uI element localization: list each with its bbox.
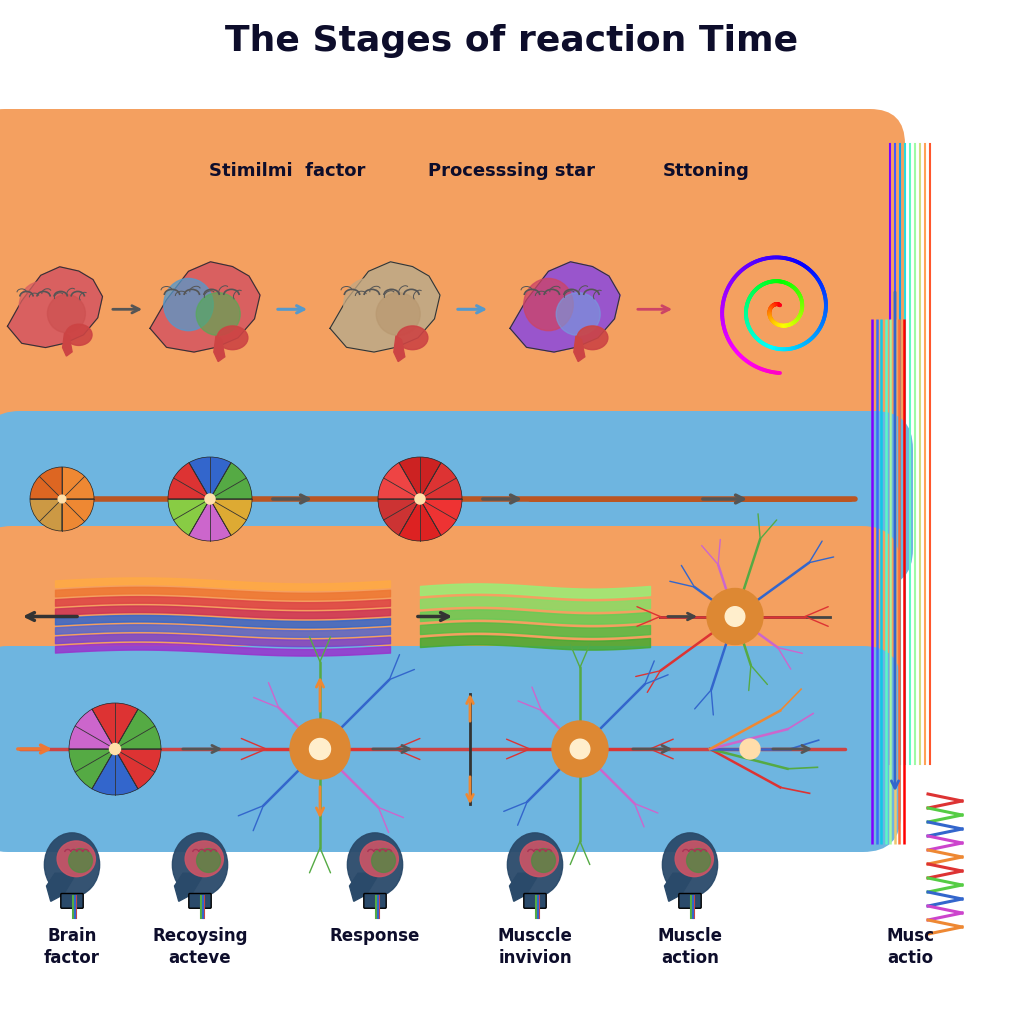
Wedge shape — [115, 749, 161, 788]
Wedge shape — [92, 703, 138, 749]
Wedge shape — [62, 467, 94, 499]
Circle shape — [205, 494, 215, 504]
Ellipse shape — [663, 833, 718, 897]
Ellipse shape — [172, 833, 227, 897]
Ellipse shape — [556, 293, 600, 336]
Wedge shape — [399, 457, 441, 499]
Ellipse shape — [66, 325, 92, 345]
Circle shape — [725, 606, 744, 627]
Ellipse shape — [372, 849, 395, 872]
Circle shape — [290, 719, 350, 779]
Ellipse shape — [360, 841, 398, 877]
Ellipse shape — [523, 279, 573, 331]
Circle shape — [740, 739, 760, 759]
Wedge shape — [189, 457, 231, 499]
Ellipse shape — [164, 279, 213, 331]
Wedge shape — [378, 499, 420, 536]
Wedge shape — [115, 710, 161, 749]
Polygon shape — [510, 873, 540, 901]
Ellipse shape — [687, 849, 711, 872]
Ellipse shape — [19, 282, 62, 329]
Text: Musccle
invivion: Musccle invivion — [498, 927, 572, 968]
Circle shape — [309, 738, 331, 760]
Text: Stimilmi  factor: Stimilmi factor — [209, 162, 365, 180]
Wedge shape — [69, 710, 115, 749]
Ellipse shape — [531, 849, 555, 872]
Polygon shape — [214, 336, 225, 361]
Wedge shape — [399, 499, 441, 541]
FancyBboxPatch shape — [0, 646, 901, 852]
Ellipse shape — [217, 326, 248, 349]
Polygon shape — [150, 262, 260, 352]
Ellipse shape — [197, 849, 220, 872]
Circle shape — [552, 721, 608, 777]
FancyBboxPatch shape — [60, 894, 83, 908]
Ellipse shape — [44, 833, 99, 897]
FancyBboxPatch shape — [0, 411, 913, 587]
Ellipse shape — [397, 326, 428, 349]
Wedge shape — [30, 499, 62, 531]
Ellipse shape — [675, 841, 714, 877]
Wedge shape — [30, 467, 62, 499]
Wedge shape — [378, 463, 420, 499]
Ellipse shape — [376, 293, 420, 336]
Polygon shape — [349, 873, 379, 901]
Polygon shape — [62, 333, 72, 356]
Polygon shape — [46, 873, 76, 901]
Ellipse shape — [344, 279, 393, 331]
Ellipse shape — [185, 841, 223, 877]
Ellipse shape — [69, 849, 92, 872]
Text: Muscle
action: Muscle action — [657, 927, 723, 968]
Polygon shape — [330, 262, 440, 352]
Ellipse shape — [520, 841, 558, 877]
FancyBboxPatch shape — [679, 894, 701, 908]
Text: Brain
factor: Brain factor — [44, 927, 100, 968]
Circle shape — [415, 494, 425, 504]
Circle shape — [570, 739, 590, 759]
Wedge shape — [420, 499, 462, 536]
FancyBboxPatch shape — [524, 894, 546, 908]
Ellipse shape — [57, 841, 95, 877]
Text: Recoysing
acteve: Recoysing acteve — [153, 927, 248, 968]
Polygon shape — [7, 267, 102, 347]
Wedge shape — [92, 749, 138, 795]
Text: Musc
actio: Musc actio — [886, 927, 934, 968]
Circle shape — [110, 743, 121, 755]
Wedge shape — [69, 749, 115, 788]
Polygon shape — [573, 336, 585, 361]
Ellipse shape — [347, 833, 402, 897]
Wedge shape — [62, 499, 94, 531]
Polygon shape — [510, 262, 620, 352]
Wedge shape — [420, 463, 462, 499]
Text: The Stages of reaction Time: The Stages of reaction Time — [225, 24, 799, 58]
Wedge shape — [210, 463, 252, 499]
FancyBboxPatch shape — [364, 894, 386, 908]
Polygon shape — [665, 873, 694, 901]
Ellipse shape — [578, 326, 608, 349]
Ellipse shape — [197, 293, 241, 336]
Wedge shape — [189, 499, 231, 541]
Polygon shape — [394, 336, 404, 361]
Circle shape — [58, 496, 66, 503]
Wedge shape — [168, 463, 210, 499]
Wedge shape — [210, 499, 252, 536]
Ellipse shape — [507, 833, 562, 897]
FancyBboxPatch shape — [188, 894, 211, 908]
Text: Response: Response — [330, 927, 420, 945]
Text: Sttoning: Sttoning — [664, 162, 750, 180]
Ellipse shape — [47, 295, 85, 333]
FancyBboxPatch shape — [0, 109, 905, 469]
Polygon shape — [174, 873, 204, 901]
Circle shape — [707, 589, 763, 644]
FancyBboxPatch shape — [0, 526, 900, 707]
Text: Processsing star: Processsing star — [428, 162, 596, 180]
Wedge shape — [168, 499, 210, 536]
